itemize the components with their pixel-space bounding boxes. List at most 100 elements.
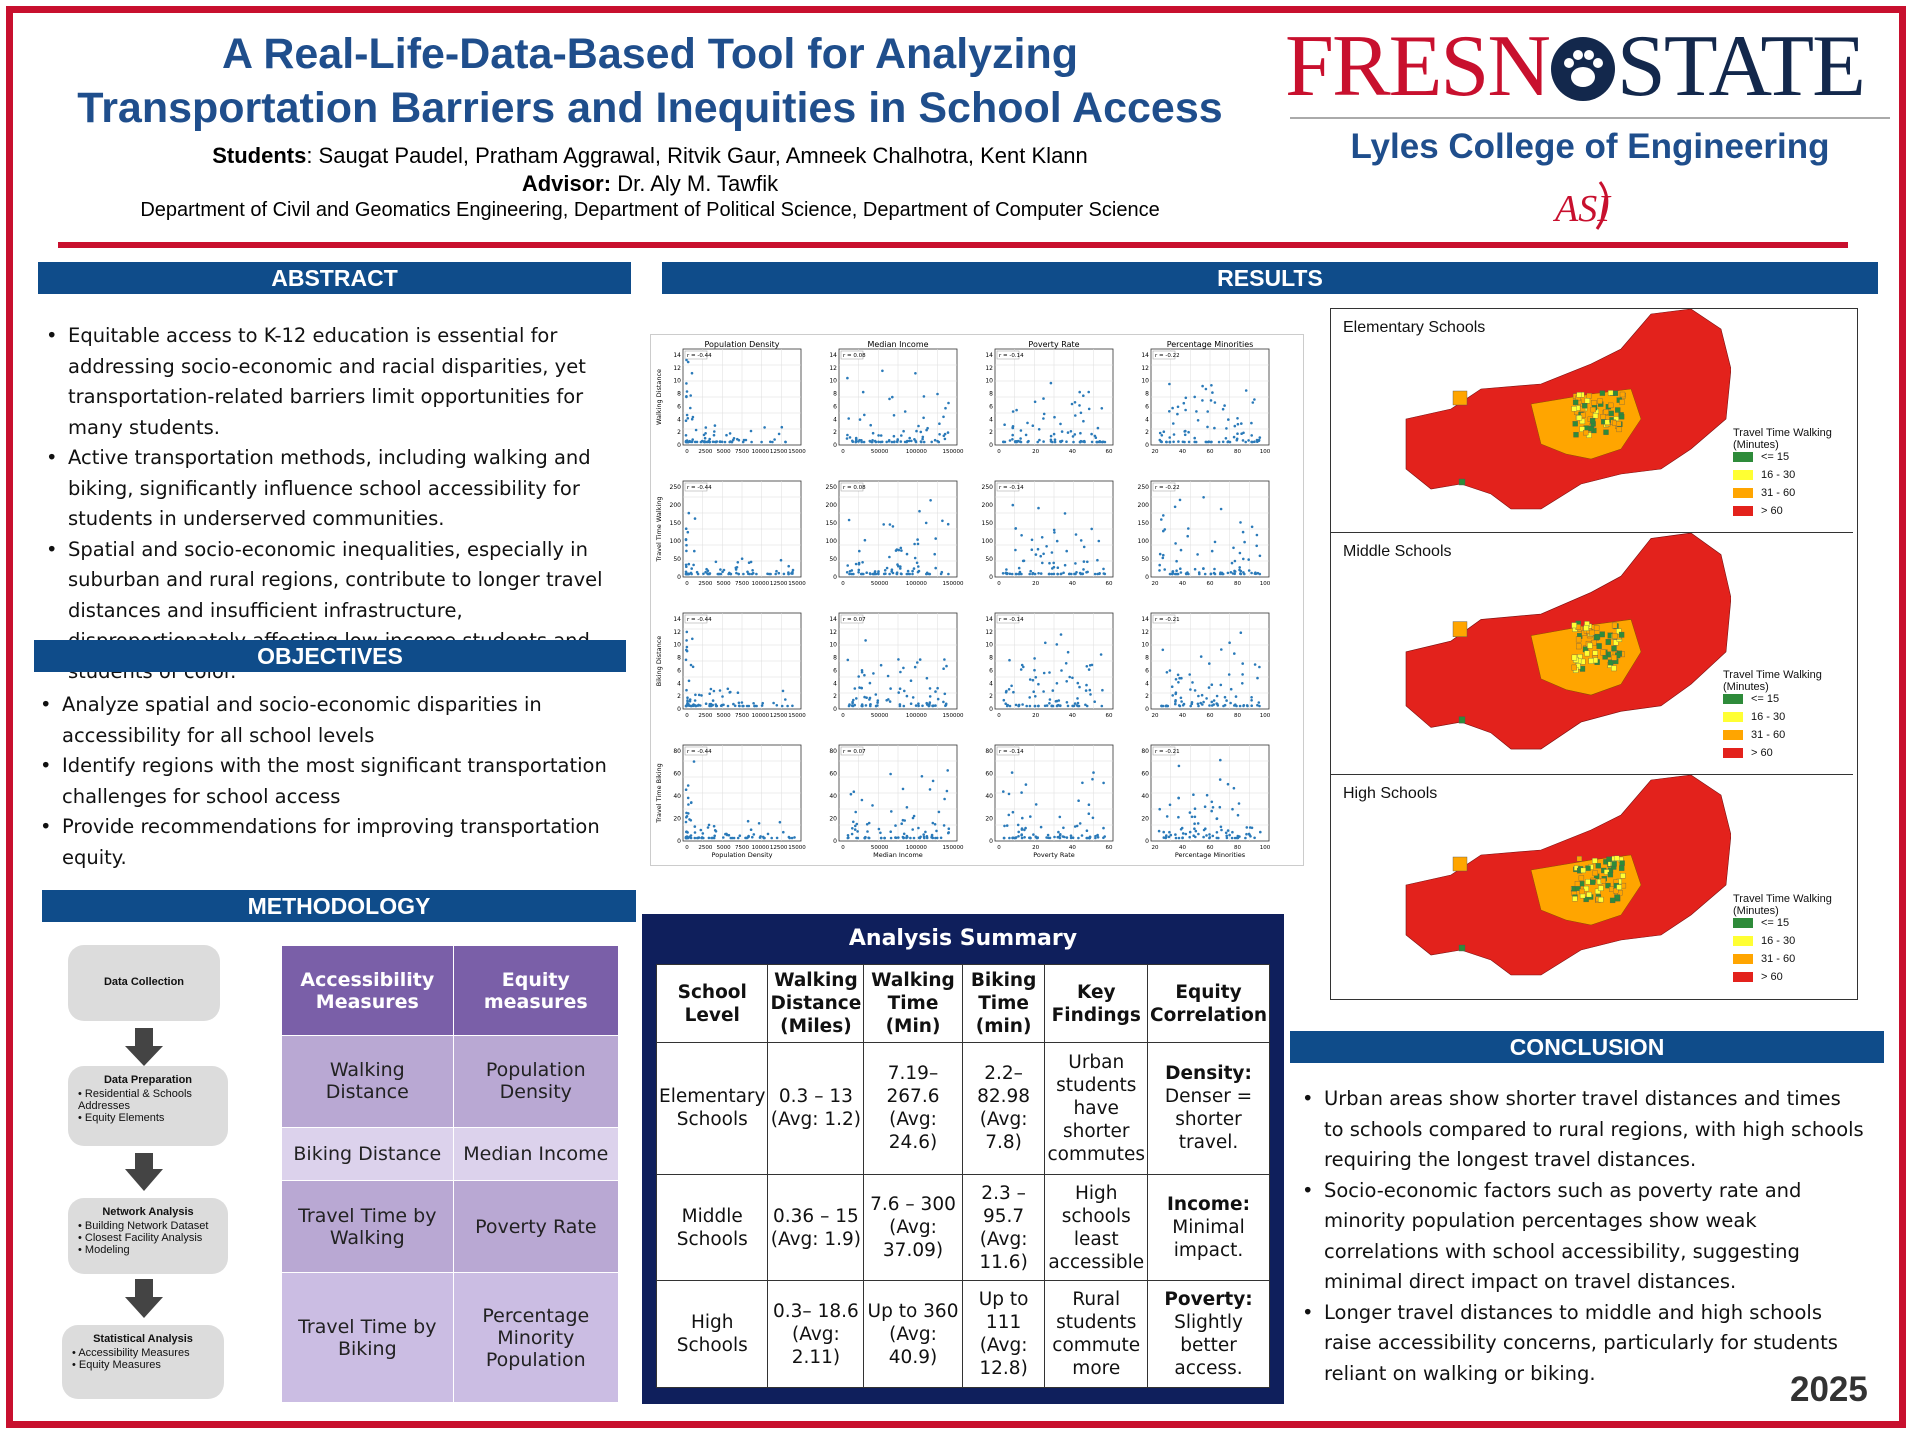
map-cell [1585,879,1591,885]
scatter-point [1225,836,1229,840]
map-cell [1585,865,1591,871]
scatter-point [910,439,913,443]
list-item: Equitable access to K-12 education is es… [40,321,620,443]
scatter-point [1077,836,1080,840]
scatter-point [1045,545,1048,548]
scatter-point [1059,440,1063,444]
scatter-point [885,440,888,444]
scatter-point [1069,836,1073,840]
scatter-point [1208,704,1211,707]
scatter-point [1220,648,1223,651]
scatter-point [1205,793,1209,797]
scatter-point [1102,567,1105,571]
scatter-point [1187,572,1190,576]
r-value-label: r = 0.08 [843,353,866,359]
scatter-point [1183,430,1186,433]
scatter-point [898,687,902,690]
scatter-point [757,822,761,825]
scatter-point [778,820,782,824]
map-cell [1619,399,1625,405]
scatter-point [781,689,785,693]
scatter-point [1174,833,1177,836]
scatter-point [1032,833,1035,836]
legend-title: (Minutes) [1723,681,1769,693]
legend-swatch [1733,972,1753,983]
scatter-point [713,834,716,838]
scatter-point [1228,641,1231,644]
scatter-point [1098,440,1102,444]
flow-data-preparation: Data Preparation • Residential & Schools … [68,1066,228,1146]
scatter-point [1242,704,1246,707]
scatter-point [902,666,905,670]
scatter-point [1039,825,1043,829]
map-cell [1593,625,1600,631]
map-cell [1605,639,1611,645]
scatter-point [898,703,902,706]
y-tick-label: 4 [677,680,681,687]
scatter-point [713,829,717,832]
scatter-point [947,827,951,830]
scatter-point [1094,834,1097,838]
scatter-point [1003,423,1006,426]
map-cell [1612,633,1618,639]
y-tick-label: 20 [673,816,681,823]
scatter-point [1091,816,1095,820]
map-cell [1571,664,1577,671]
scatter-point [888,700,892,703]
scatter-point [1184,396,1188,400]
scatter-point [891,571,895,575]
scatter-point [1221,440,1225,444]
y-tick-label: 0 [833,838,837,845]
scatter-point [1196,419,1200,422]
scatter-point [1066,704,1070,708]
scatter-point [1196,822,1200,825]
map-cell [1573,432,1579,438]
scatter-point [791,704,794,708]
students-line: Students: Saugat Paudel, Pratham Aggrawa… [20,143,1280,169]
scatter-point [684,570,688,574]
scatter-point [845,571,849,574]
scatter-point [686,360,690,364]
scatter-point [893,440,896,443]
scatter-point [1056,704,1059,707]
scatter-point [1102,826,1105,830]
scatter-point [1087,407,1091,411]
scatter-point [1202,567,1205,570]
scatter-point [1023,828,1026,832]
scatter-point [694,428,698,432]
scatter-point [1235,438,1239,442]
scatter-point [1183,433,1187,437]
scatter-point [885,566,889,570]
scatter-point [1198,572,1201,576]
scatter-point [777,571,781,575]
scatter-point [901,787,905,791]
scatter-point [1238,551,1242,555]
scatter-point [1165,834,1168,837]
x-tick-label: 0 [685,581,689,587]
scatter-point [1201,703,1204,706]
scatter-point [1176,412,1179,416]
scatter-point [686,831,689,834]
y-tick-label: 4 [989,680,993,687]
scatter-point [936,697,940,701]
scatter-point [1218,778,1222,781]
x-tick-label: 150000 [943,713,964,719]
scatter-point [693,517,697,520]
scatter-point [790,572,793,575]
scatter-point [1250,704,1253,707]
y-tick-label: 100 [982,538,994,545]
scatter-point [933,552,936,556]
map-cell [1587,642,1593,649]
scatter-point [1206,425,1209,429]
scatter-point [1085,683,1088,687]
y-tick-label: 50 [1141,556,1149,563]
scatter-point [775,836,779,840]
scatter-point [684,820,688,824]
scatter-point [917,704,920,708]
scatter-point [1070,402,1074,406]
scatter-point [1020,836,1024,840]
scatter-point [1086,560,1089,564]
scatter-point [1004,702,1007,705]
scatter-point [686,696,689,699]
scatter-point [934,566,937,570]
